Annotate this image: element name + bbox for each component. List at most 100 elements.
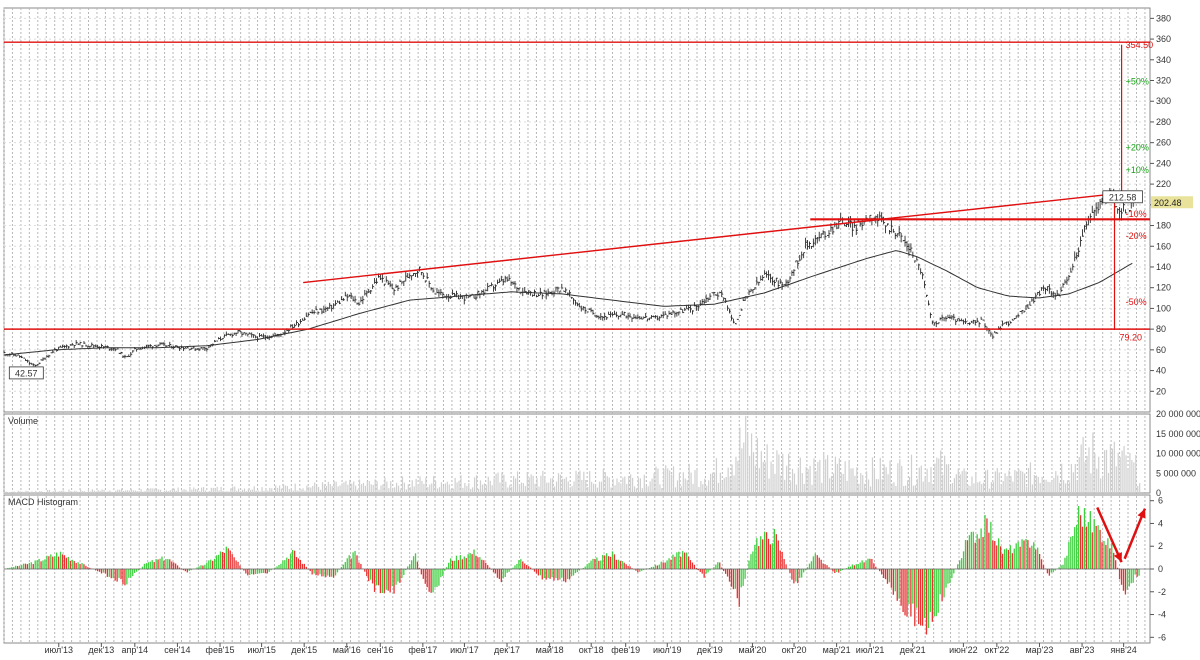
volume-bar bbox=[160, 489, 162, 493]
volume-bar bbox=[189, 486, 191, 493]
y-tick-label: 120 bbox=[1156, 283, 1171, 293]
volume-bar bbox=[263, 490, 265, 493]
volume-bar bbox=[1018, 469, 1020, 493]
y-tick-label: 380 bbox=[1156, 13, 1171, 23]
volume-bar bbox=[70, 491, 72, 493]
volume-bar bbox=[559, 474, 562, 493]
volume-bar bbox=[608, 477, 610, 493]
volume-bar bbox=[591, 481, 593, 493]
volume-bar bbox=[633, 486, 636, 493]
price-panel-frame bbox=[3, 7, 1151, 413]
volume-bar bbox=[204, 490, 207, 493]
volume-bar bbox=[417, 485, 419, 493]
volume-bar bbox=[405, 489, 407, 493]
volume-bar bbox=[649, 481, 651, 493]
x-tick-label: июл'19 bbox=[653, 645, 682, 655]
volume-bar bbox=[403, 482, 406, 493]
volume-bar bbox=[152, 488, 154, 493]
volume-bar bbox=[105, 491, 107, 493]
volume-bar bbox=[310, 487, 312, 493]
volume-bar bbox=[230, 488, 232, 493]
volume-bar bbox=[719, 472, 721, 493]
y-tick-label: 6 bbox=[1158, 496, 1163, 506]
annotation-label: +20% bbox=[1126, 143, 1149, 153]
volume-bar bbox=[1111, 448, 1113, 493]
volume-bar bbox=[33, 491, 35, 493]
volume-bar bbox=[918, 467, 920, 493]
volume-bar bbox=[339, 485, 341, 493]
volume-bar bbox=[867, 479, 870, 493]
volume-bar bbox=[587, 487, 589, 493]
volume-bar bbox=[103, 489, 105, 493]
volume-bar bbox=[676, 480, 679, 493]
volume-bar bbox=[606, 476, 608, 493]
volume-bar bbox=[185, 489, 187, 493]
y-tick-label: 40 bbox=[1156, 366, 1166, 376]
volume-bar bbox=[692, 483, 694, 493]
volume-bar bbox=[435, 481, 437, 493]
volume-bar bbox=[602, 468, 604, 493]
volume-bar bbox=[834, 456, 837, 493]
x-tick-label: окт'18 bbox=[579, 645, 604, 655]
volume-bar bbox=[464, 482, 466, 493]
volume-bar bbox=[1117, 452, 1119, 493]
volume-bar bbox=[1002, 481, 1004, 493]
volume-bar bbox=[922, 481, 924, 493]
volume-bar bbox=[514, 478, 517, 493]
volume-bar bbox=[374, 479, 376, 493]
volume-bar bbox=[136, 491, 138, 493]
volume-bar bbox=[1025, 486, 1028, 493]
volume-bar bbox=[1024, 473, 1026, 493]
volume-bar bbox=[357, 489, 359, 493]
volume-bar bbox=[565, 477, 567, 493]
volume-bar bbox=[553, 486, 556, 493]
volume-bar bbox=[462, 487, 464, 493]
volume-bar bbox=[667, 468, 669, 493]
volume-bar bbox=[466, 485, 468, 493]
volume-bar bbox=[620, 483, 622, 493]
volume-bar bbox=[879, 457, 881, 493]
volume-bar bbox=[994, 471, 996, 493]
volume-bar bbox=[546, 482, 548, 493]
volume-bar bbox=[908, 476, 911, 493]
volume-bar bbox=[522, 483, 524, 493]
volume-bar bbox=[99, 490, 101, 493]
volume-bar bbox=[992, 482, 995, 493]
volume-bar bbox=[444, 483, 446, 493]
volume-bar bbox=[7, 492, 10, 493]
volume-bar bbox=[220, 486, 222, 493]
volume-bar bbox=[1033, 475, 1035, 493]
volume-bar bbox=[477, 488, 480, 493]
volume-bar bbox=[251, 489, 253, 493]
volume-bar bbox=[1107, 472, 1110, 493]
volume-bar bbox=[150, 488, 152, 493]
y-tick-label: 340 bbox=[1156, 55, 1171, 65]
volume-bar bbox=[1068, 482, 1071, 493]
volume-bar bbox=[567, 481, 569, 493]
volume-bar bbox=[674, 487, 677, 493]
volume-bar bbox=[538, 486, 540, 493]
macd-arrows bbox=[1096, 507, 1147, 563]
annotation-label: 79.20 bbox=[1120, 332, 1143, 342]
volume-bar bbox=[409, 487, 411, 493]
volume-bar bbox=[819, 459, 821, 493]
volume-bar bbox=[111, 491, 113, 493]
volume-bar bbox=[696, 469, 698, 493]
volume-bar bbox=[686, 480, 688, 493]
volume-bar bbox=[592, 483, 595, 493]
y-tick-label: -6 bbox=[1158, 632, 1166, 642]
volume-bar bbox=[643, 474, 645, 493]
volume-bar bbox=[119, 489, 121, 493]
volume-bar bbox=[665, 465, 667, 493]
volume-bar bbox=[635, 488, 638, 493]
volume-bar bbox=[419, 476, 421, 493]
volume-bar bbox=[520, 482, 523, 493]
volume-bar bbox=[682, 472, 684, 493]
volume-bar bbox=[743, 442, 745, 493]
volume-bar bbox=[452, 488, 454, 493]
annotation-label: 42.57 bbox=[15, 368, 38, 378]
volume-bar bbox=[916, 478, 918, 493]
volume-bar bbox=[764, 462, 766, 493]
volume-bar bbox=[485, 485, 487, 493]
volume-bar bbox=[852, 468, 854, 493]
